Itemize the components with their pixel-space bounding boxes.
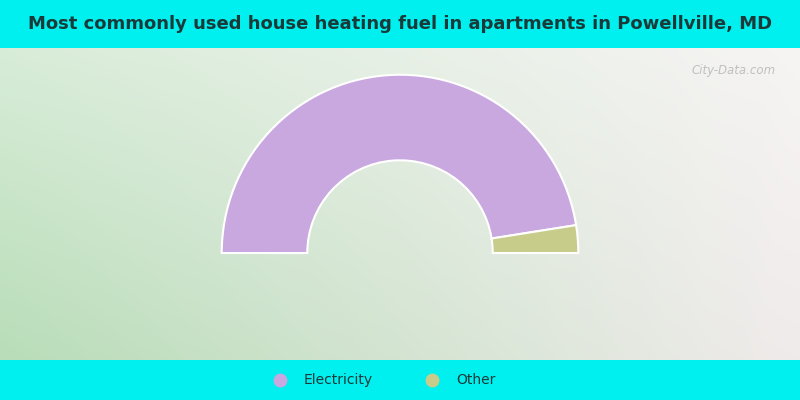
Text: Most commonly used house heating fuel in apartments in Powellville, MD: Most commonly used house heating fuel in…: [28, 15, 772, 33]
Wedge shape: [491, 225, 578, 253]
Text: City-Data.com: City-Data.com: [692, 64, 776, 77]
Text: Other: Other: [456, 373, 495, 387]
Text: Electricity: Electricity: [304, 373, 373, 387]
Wedge shape: [222, 75, 576, 253]
